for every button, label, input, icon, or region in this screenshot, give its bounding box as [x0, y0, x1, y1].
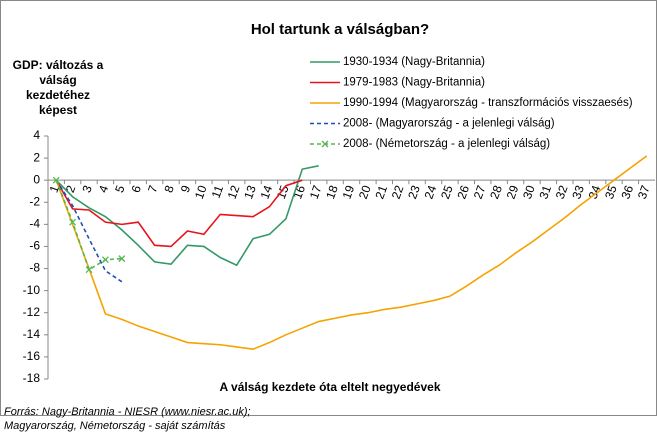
y-tick-label: -4	[29, 217, 40, 231]
legend-label: 1930-1934 (Nagy-Britannia)	[343, 56, 485, 68]
y-tick-label: 4	[33, 128, 40, 142]
x-tick-label: 23	[405, 183, 423, 201]
x-tick-label: 12	[225, 183, 243, 201]
y-tick-label: -8	[29, 261, 40, 275]
x-tick-label: 8	[161, 183, 177, 194]
source-note: Magyarország, Németország - saját számít…	[4, 420, 226, 432]
y-tick-label: -16	[23, 349, 41, 363]
x-tick-label: 17	[307, 183, 325, 201]
x-tick-label: 7	[145, 183, 161, 194]
y-tick-label: -2	[29, 194, 40, 208]
x-tick-label: 11	[209, 183, 227, 200]
x-tick-label: 1	[47, 183, 63, 194]
x-tick-label: 29	[504, 183, 522, 201]
x-tick-label: 33	[569, 183, 587, 201]
y-tick-label: 2	[33, 150, 40, 164]
x-tick-label: 24	[422, 183, 440, 201]
series-marker	[101, 256, 109, 264]
x-tick-label: 18	[323, 183, 341, 201]
chart-title: Hol tartunk a válságban?	[251, 21, 429, 38]
x-tick-label: 37	[635, 183, 653, 201]
series-line	[55, 155, 648, 350]
source-note: Forrás: Nagy-Britannia - NIESR (www.nies…	[4, 406, 251, 418]
x-tick-label: 3	[79, 183, 95, 194]
x-tick-label: 4	[96, 183, 112, 194]
x-tick-label: 20	[356, 183, 374, 201]
x-tick-label: 27	[471, 183, 489, 201]
x-tick-label: 16	[290, 183, 308, 201]
x-tick-label: 14	[258, 183, 276, 201]
x-tick-label: 36	[618, 183, 636, 201]
legend-marker	[321, 140, 329, 148]
y-tick-label: -18	[23, 371, 41, 385]
y-tick-label: -14	[23, 327, 41, 341]
x-tick-label: 34	[586, 183, 604, 201]
x-tick-label: 30	[520, 183, 538, 201]
x-tick-label: 9	[178, 183, 194, 194]
series-line	[55, 179, 303, 248]
x-tick-label: 5	[112, 183, 128, 194]
y-tick-label: 0	[33, 172, 40, 186]
y-axis-title: válság	[39, 73, 76, 87]
series-marker	[85, 266, 93, 274]
series-marker	[52, 176, 60, 184]
x-tick-label: 13	[241, 183, 259, 201]
x-tick-label: 35	[602, 183, 620, 201]
series-marker	[118, 255, 126, 263]
chart-frame	[0, 0, 657, 416]
x-axis-title: A válság kezdete óta eltelt negyedévek	[220, 380, 441, 394]
legend-label: 1990-1994 (Magyarország - transzformáció…	[343, 97, 633, 109]
x-tick-label: 22	[389, 183, 407, 201]
y-tick-label: -12	[23, 305, 41, 319]
y-axis-title: kezdetéhez	[26, 88, 90, 102]
x-tick-label: 32	[553, 183, 571, 201]
legend-label: 2008- (Magyarország - a jelenlegi válság…	[343, 118, 555, 130]
y-tick-label: -10	[23, 283, 41, 297]
x-tick-label: 25	[438, 183, 456, 201]
series-line	[55, 165, 319, 267]
x-tick-label: 2	[63, 183, 79, 194]
x-tick-label: 26	[454, 183, 472, 201]
x-tick-label: 10	[192, 183, 210, 201]
legend-label: 2008- (Németország - a jelenlegi válság)	[343, 138, 550, 150]
y-axis-title: GDP: változás a	[13, 58, 104, 72]
y-tick-label: -6	[29, 239, 40, 253]
y-axis-title: képest	[39, 103, 77, 117]
x-tick-label: 6	[129, 183, 145, 194]
x-tick-label: 31	[536, 183, 554, 201]
x-tick-label: 28	[487, 183, 505, 201]
series-marker	[69, 218, 77, 226]
x-tick-label: 21	[372, 183, 390, 201]
legend-label: 1979-1983 (Nagy-Britannia)	[343, 77, 485, 89]
series-line	[55, 179, 122, 271]
x-tick-label: 19	[340, 183, 358, 201]
